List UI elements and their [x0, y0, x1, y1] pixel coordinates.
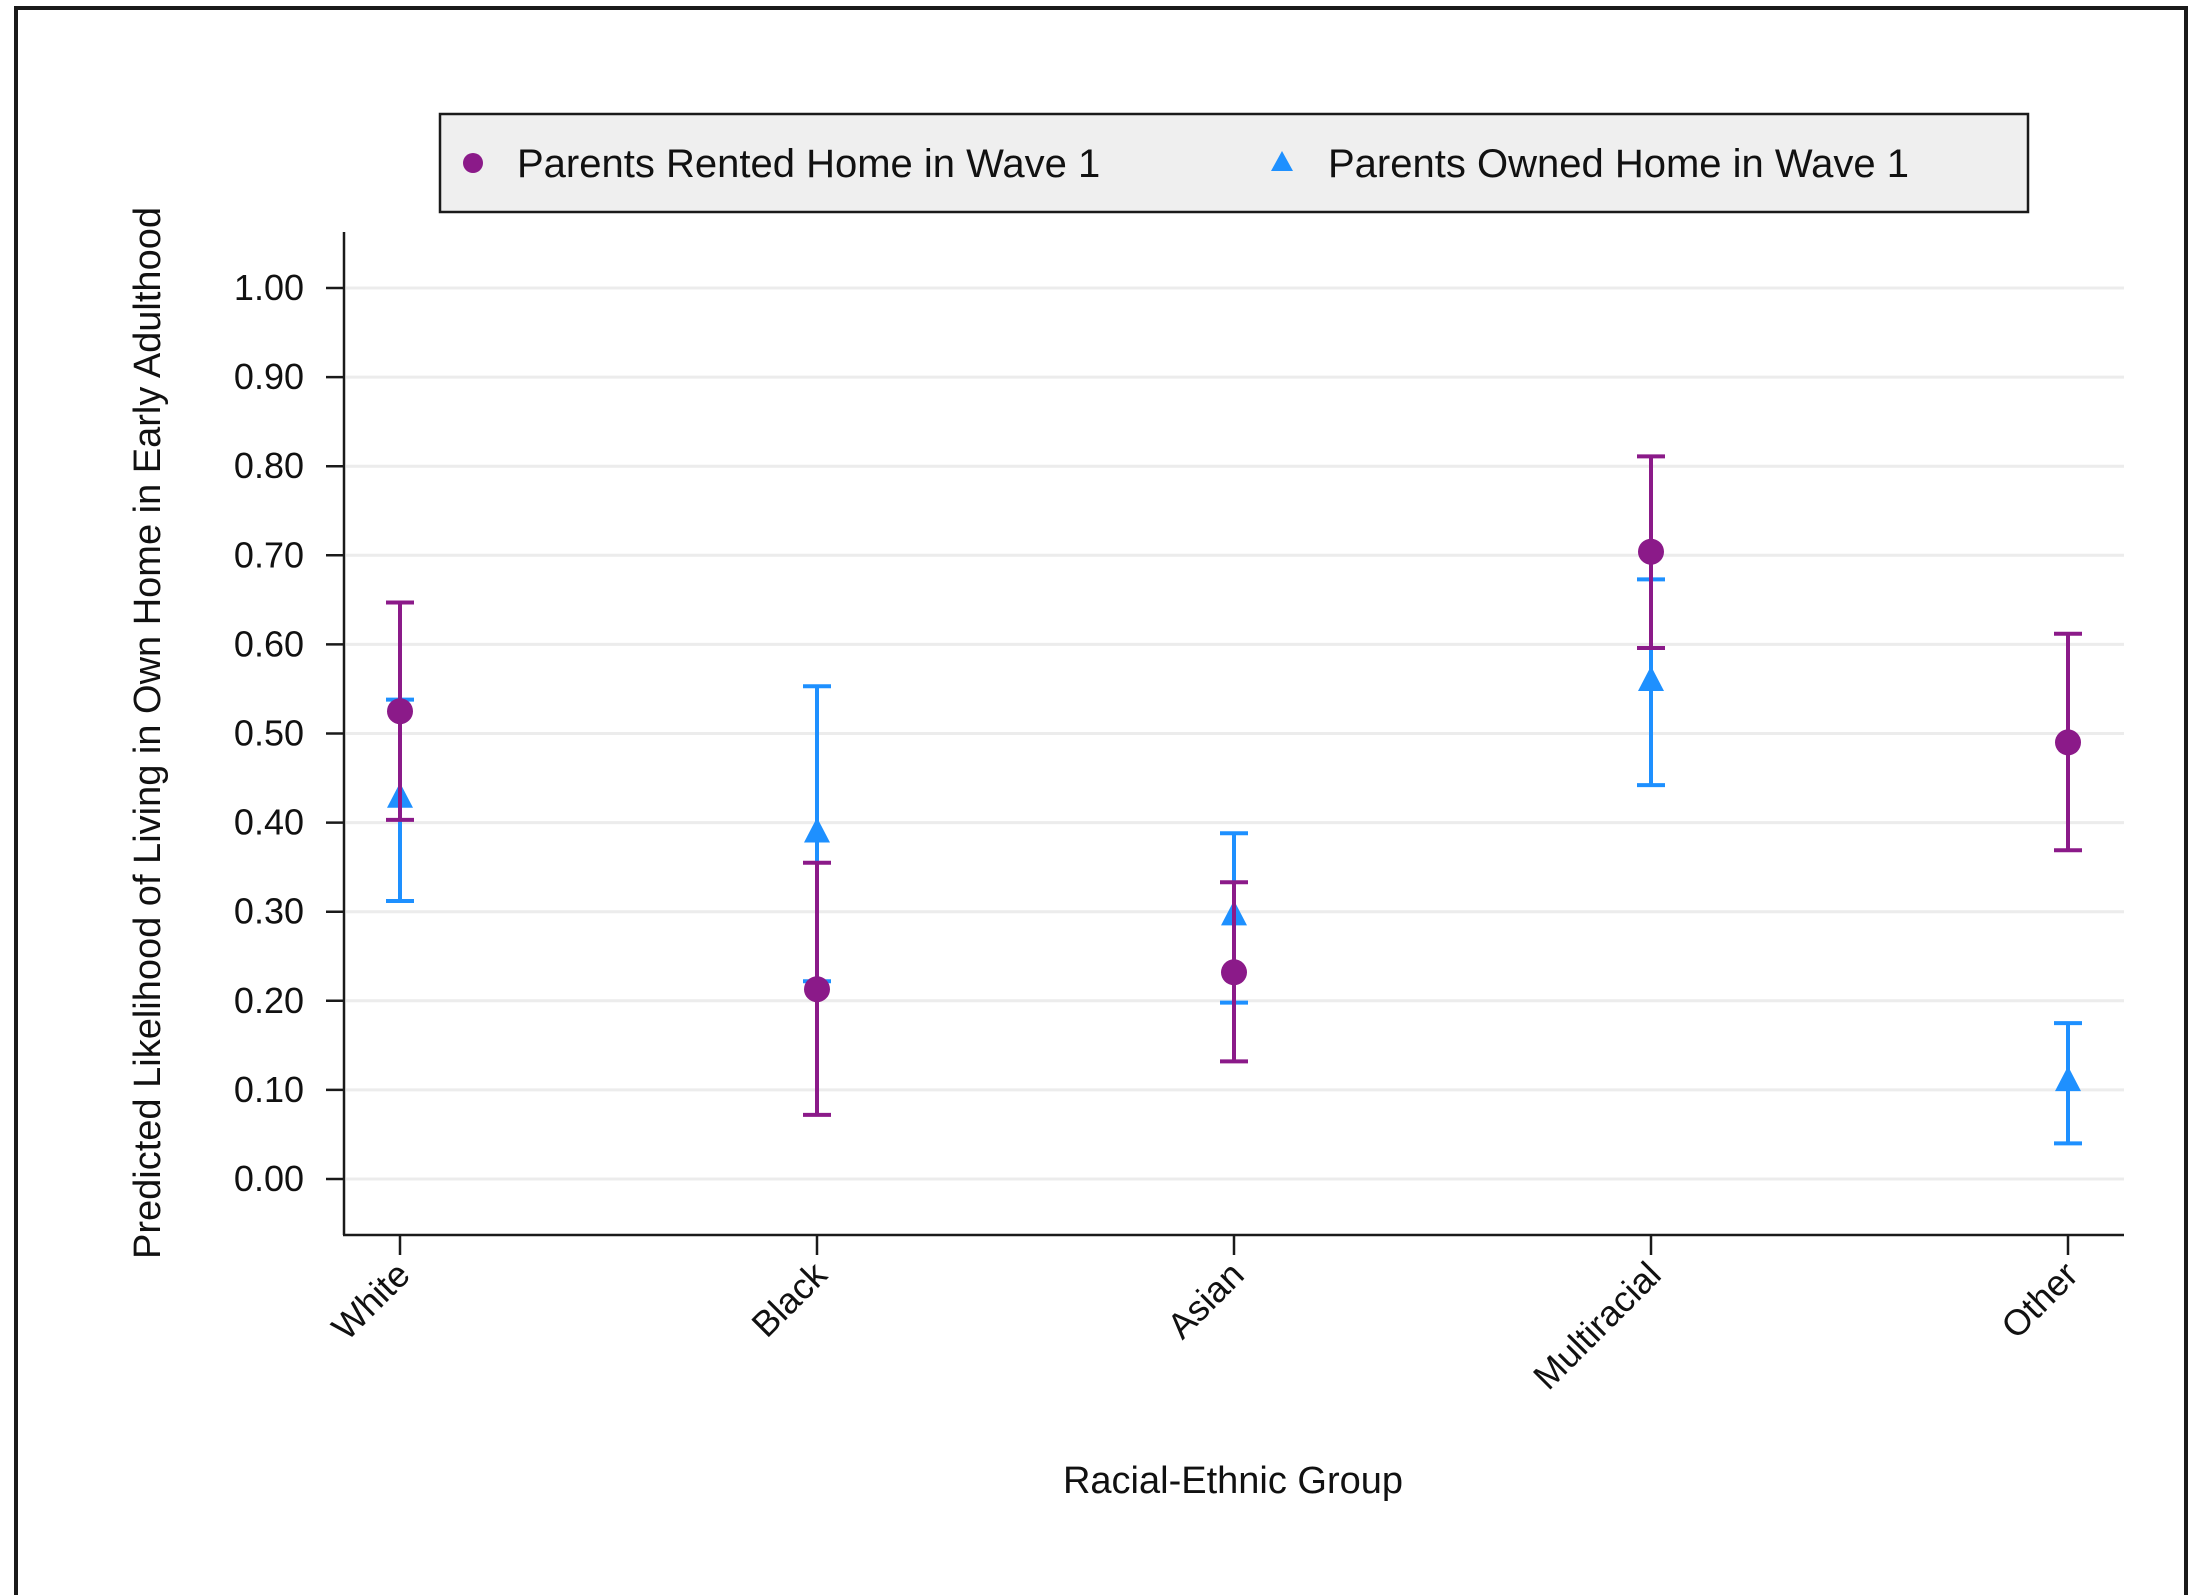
y-tick-label: 0.10	[234, 1069, 304, 1110]
y-tick-label: 0.60	[234, 623, 304, 664]
point-owned	[2055, 1066, 2081, 1092]
y-tick-label: 0.90	[234, 356, 304, 397]
y-tick-label: 0.20	[234, 980, 304, 1021]
y-tick-label: 0.70	[234, 534, 304, 575]
y-tick-label: 0.50	[234, 713, 304, 754]
y-tick-label: 0.00	[234, 1158, 304, 1199]
data-marks	[386, 454, 2082, 1146]
point-rented	[1221, 959, 1247, 986]
y-tick-label: 0.80	[234, 445, 304, 486]
point-rented	[1638, 538, 1664, 565]
y-tick-label: 1.00	[234, 267, 304, 308]
point-rented	[387, 698, 413, 725]
point-rented	[2055, 729, 2081, 756]
y-tick-label: 0.30	[234, 891, 304, 932]
x-axis-title: Racial-Ethnic Group	[1063, 1460, 1403, 1502]
legend-marker-rented	[463, 153, 483, 173]
y-tick-label: 0.40	[234, 802, 304, 843]
y-ticks: 0.00 0.10 0.20 0.30 0.40 0.50 0.60 0.70 0.80 0.90…	[234, 267, 344, 1199]
legend: Parents Rented Home in Wave 1 Parents Ow…	[438, 112, 2030, 214]
legend-label-rented: Parents Rented Home in Wave 1	[517, 142, 1100, 186]
y-axis-title: Predicted Likelihood of Living in Own Ho…	[127, 207, 169, 1259]
legend-label-owned: Parents Owned Home in Wave 1	[1328, 142, 1909, 186]
gridlines	[346, 286, 2124, 1181]
point-owned	[1638, 666, 1664, 692]
legend-box	[438, 112, 2030, 214]
point-rented	[804, 976, 830, 1003]
figure-border	[14, 6, 2188, 1595]
legend-marker-owned	[1271, 151, 1293, 171]
point-owned	[804, 817, 830, 843]
